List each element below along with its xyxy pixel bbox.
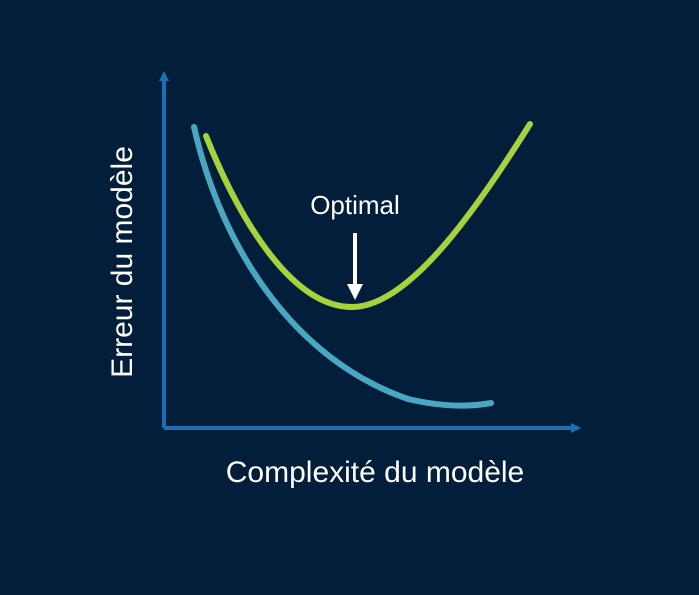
x-axis-label: Complexité du modèle bbox=[226, 456, 525, 489]
u-shaped-error-curve bbox=[203, 121, 533, 311]
y-axis-label: Erreur du modèle bbox=[106, 146, 139, 378]
optimal-label: Optimal bbox=[310, 190, 400, 220]
decreasing-error-curve bbox=[191, 124, 494, 409]
